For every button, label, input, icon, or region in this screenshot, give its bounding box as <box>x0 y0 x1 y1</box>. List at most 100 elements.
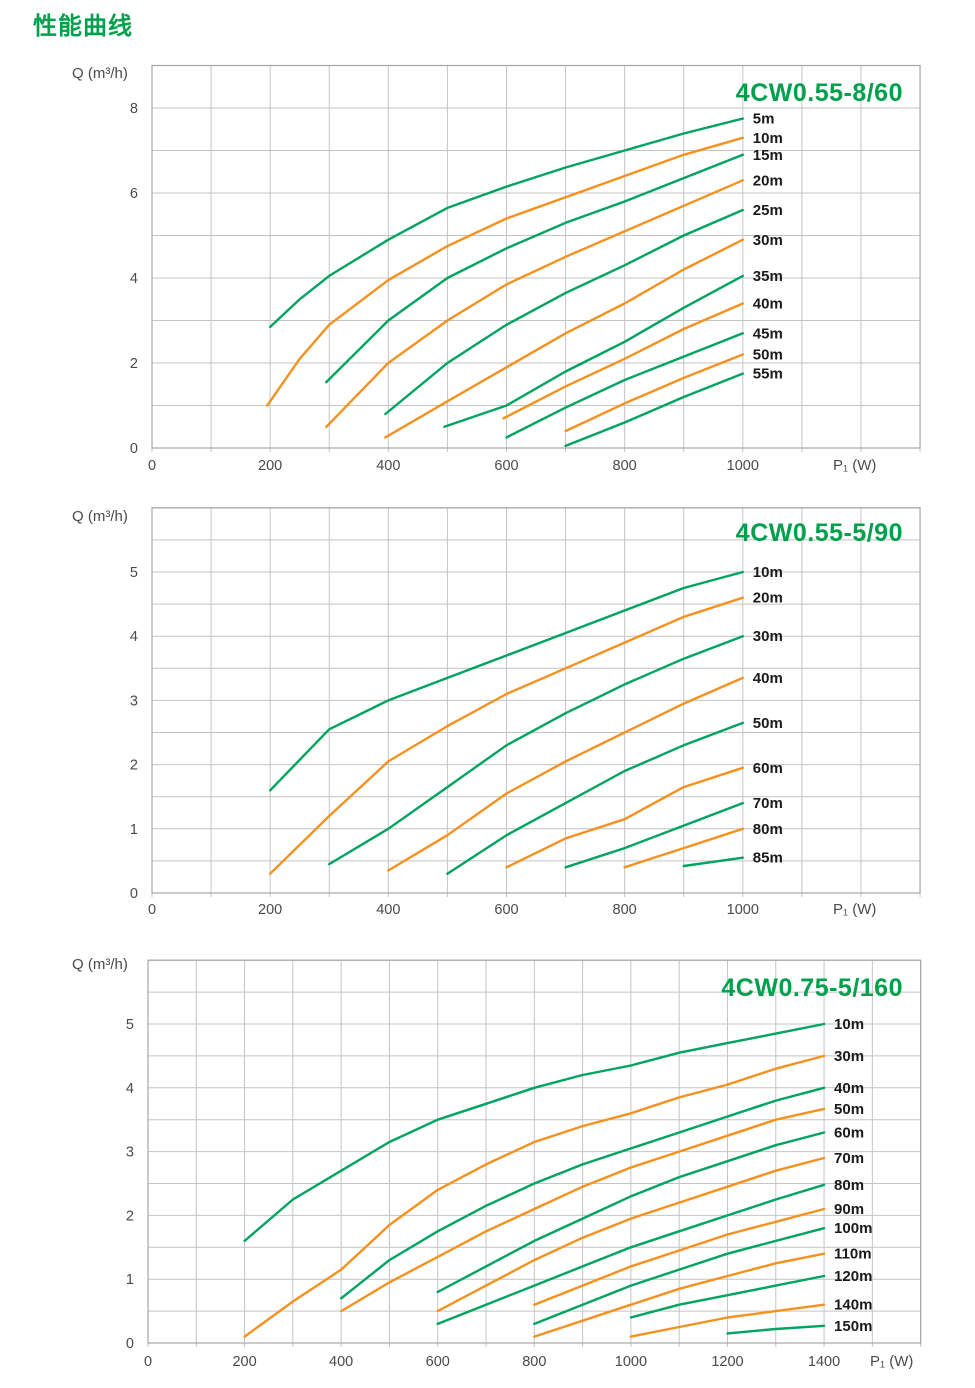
curve-label-5m: 5m <box>753 111 775 128</box>
curve-label-110m: 110m <box>834 1246 872 1263</box>
curves: 10m 30m 40m 50m 60m 70m 80m 90m 100m 110m 120m 140m… <box>243 1016 872 1338</box>
curve-label-50m: 50m <box>753 347 783 364</box>
curve-80m <box>623 827 744 869</box>
x-axis-tick-label: 0 <box>148 902 156 918</box>
x-axis-tick-label: 1200 <box>711 1354 743 1370</box>
curve-110m <box>533 1252 826 1338</box>
curve-60m <box>505 766 744 869</box>
x-axis-tick-label: 600 <box>426 1354 450 1370</box>
performance-chart-4CW055-5-90: 0 200 400 600 800 1000 0 1 2 3 4 5 Q (m³/h) P₁ (W) 4CW… <box>72 507 921 918</box>
curve-label-30m: 30m <box>834 1048 864 1065</box>
y-axis-unit-label: Q (m³/h) <box>72 508 128 525</box>
curve-10m <box>266 136 744 407</box>
curve-label-25m: 25m <box>753 202 783 219</box>
y-axis-tick-label: 0 <box>130 441 138 457</box>
curve-55m <box>564 372 744 448</box>
curve-label-45m: 45m <box>753 325 783 342</box>
y-axis-tick-label: 3 <box>126 1145 134 1161</box>
curve-label-50m: 50m <box>834 1101 864 1118</box>
curve-40m <box>387 676 744 872</box>
x-axis-tick-label: 800 <box>522 1354 546 1370</box>
y-axis-tick-label: 2 <box>130 356 138 372</box>
curve-label-10m: 10m <box>753 130 783 147</box>
curve-label-140m: 140m <box>834 1297 872 1314</box>
curve-5m <box>269 117 744 329</box>
y-axis-tick-label: 0 <box>130 886 138 902</box>
x-axis-tick-label: 1000 <box>727 902 759 918</box>
curve-150m <box>726 1324 826 1335</box>
y-axis-tick-label: 3 <box>130 693 138 709</box>
curve-label-40m: 40m <box>753 670 783 687</box>
grid <box>151 65 921 452</box>
curve-label-120m: 120m <box>834 1268 872 1285</box>
curve-label-10m: 10m <box>834 1016 864 1033</box>
curve-45m <box>505 332 744 439</box>
curve-50m <box>446 721 744 875</box>
x-axis-unit-label: P₁ (W) <box>870 1353 913 1370</box>
x-axis-tick-label: 400 <box>376 902 400 918</box>
curve-40m <box>340 1086 826 1300</box>
curve-35m <box>443 274 744 428</box>
grid <box>151 507 921 897</box>
curve-label-20m: 20m <box>753 590 783 607</box>
x-axis-tick-label: 400 <box>376 458 400 474</box>
y-axis-tick-label: 1 <box>130 822 138 838</box>
chart-title: 4CW0.55-8/60 <box>736 79 903 107</box>
performance-chart-4CW075-5-160: 0 200 400 600 800 1000 1200 1400 0 1 2 3 4 5 Q (m³/h) P… <box>72 956 922 1370</box>
curve-label-90m: 90m <box>834 1201 864 1218</box>
grid <box>147 959 922 1347</box>
curve-label-80m: 80m <box>834 1177 864 1194</box>
curves: 10m 20m 30m 40m 50m 60m 70m 80m 85m <box>269 564 783 875</box>
x-axis-tick-label: 800 <box>613 458 637 474</box>
y-axis-tick-label: 5 <box>130 565 138 581</box>
curve-label-20m: 20m <box>753 172 783 189</box>
curve-label-80m: 80m <box>753 821 783 838</box>
curve-15m <box>325 153 744 384</box>
x-axis-tick-label: 600 <box>494 458 518 474</box>
curve-10m <box>269 570 744 792</box>
curve-50m <box>340 1107 826 1313</box>
x-axis-tick-label: 200 <box>258 902 282 918</box>
y-axis-tick-label: 8 <box>130 101 138 117</box>
axis-tick-labels: 0 200 400 600 800 1000 0 2 4 6 8 <box>130 101 759 474</box>
curve-70m <box>564 801 744 869</box>
curve-label-60m: 60m <box>753 760 783 777</box>
x-axis-tick-label: 1000 <box>727 458 759 474</box>
x-axis-tick-label: 200 <box>232 1354 256 1370</box>
page-title: 性能曲线 <box>33 13 133 40</box>
y-axis-tick-label: 6 <box>130 186 138 202</box>
plot-border <box>151 64 921 449</box>
curve-label-70m: 70m <box>834 1150 864 1167</box>
curve-30m <box>384 238 744 439</box>
x-axis-unit-label: P₁ (W) <box>833 457 876 474</box>
x-axis-tick-label: 600 <box>494 902 518 918</box>
curve-label-70m: 70m <box>753 795 783 812</box>
y-axis-tick-label: 1 <box>126 1272 134 1288</box>
curve-label-35m: 35m <box>753 268 783 285</box>
axis-tick-labels: 0 200 400 600 800 1000 0 1 2 3 4 5 <box>130 565 759 918</box>
curve-30m <box>328 635 744 866</box>
y-axis-tick-label: 2 <box>130 758 138 774</box>
curve-label-30m: 30m <box>753 232 783 249</box>
curve-label-10m: 10m <box>753 564 783 581</box>
x-axis-tick-label: 1400 <box>808 1354 840 1370</box>
curve-label-150m: 150m <box>834 1318 872 1335</box>
curve-80m <box>436 1183 826 1326</box>
x-axis-unit-label: P₁ (W) <box>833 901 876 918</box>
curve-90m <box>533 1207 826 1306</box>
y-axis-tick-label: 4 <box>130 629 138 645</box>
curve-50m <box>564 353 744 433</box>
curve-20m <box>325 179 744 428</box>
curve-label-55m: 55m <box>753 366 783 383</box>
curve-140m <box>629 1303 826 1338</box>
curve-label-40m: 40m <box>753 296 783 313</box>
curve-label-50m: 50m <box>753 715 783 732</box>
chart-title: 4CW0.55-5/90 <box>736 519 903 547</box>
curve-85m <box>682 856 744 868</box>
y-axis-tick-label: 4 <box>130 271 138 287</box>
curve-label-40m: 40m <box>834 1080 864 1097</box>
curve-70m <box>436 1156 826 1313</box>
y-axis-tick-label: 2 <box>126 1208 134 1224</box>
